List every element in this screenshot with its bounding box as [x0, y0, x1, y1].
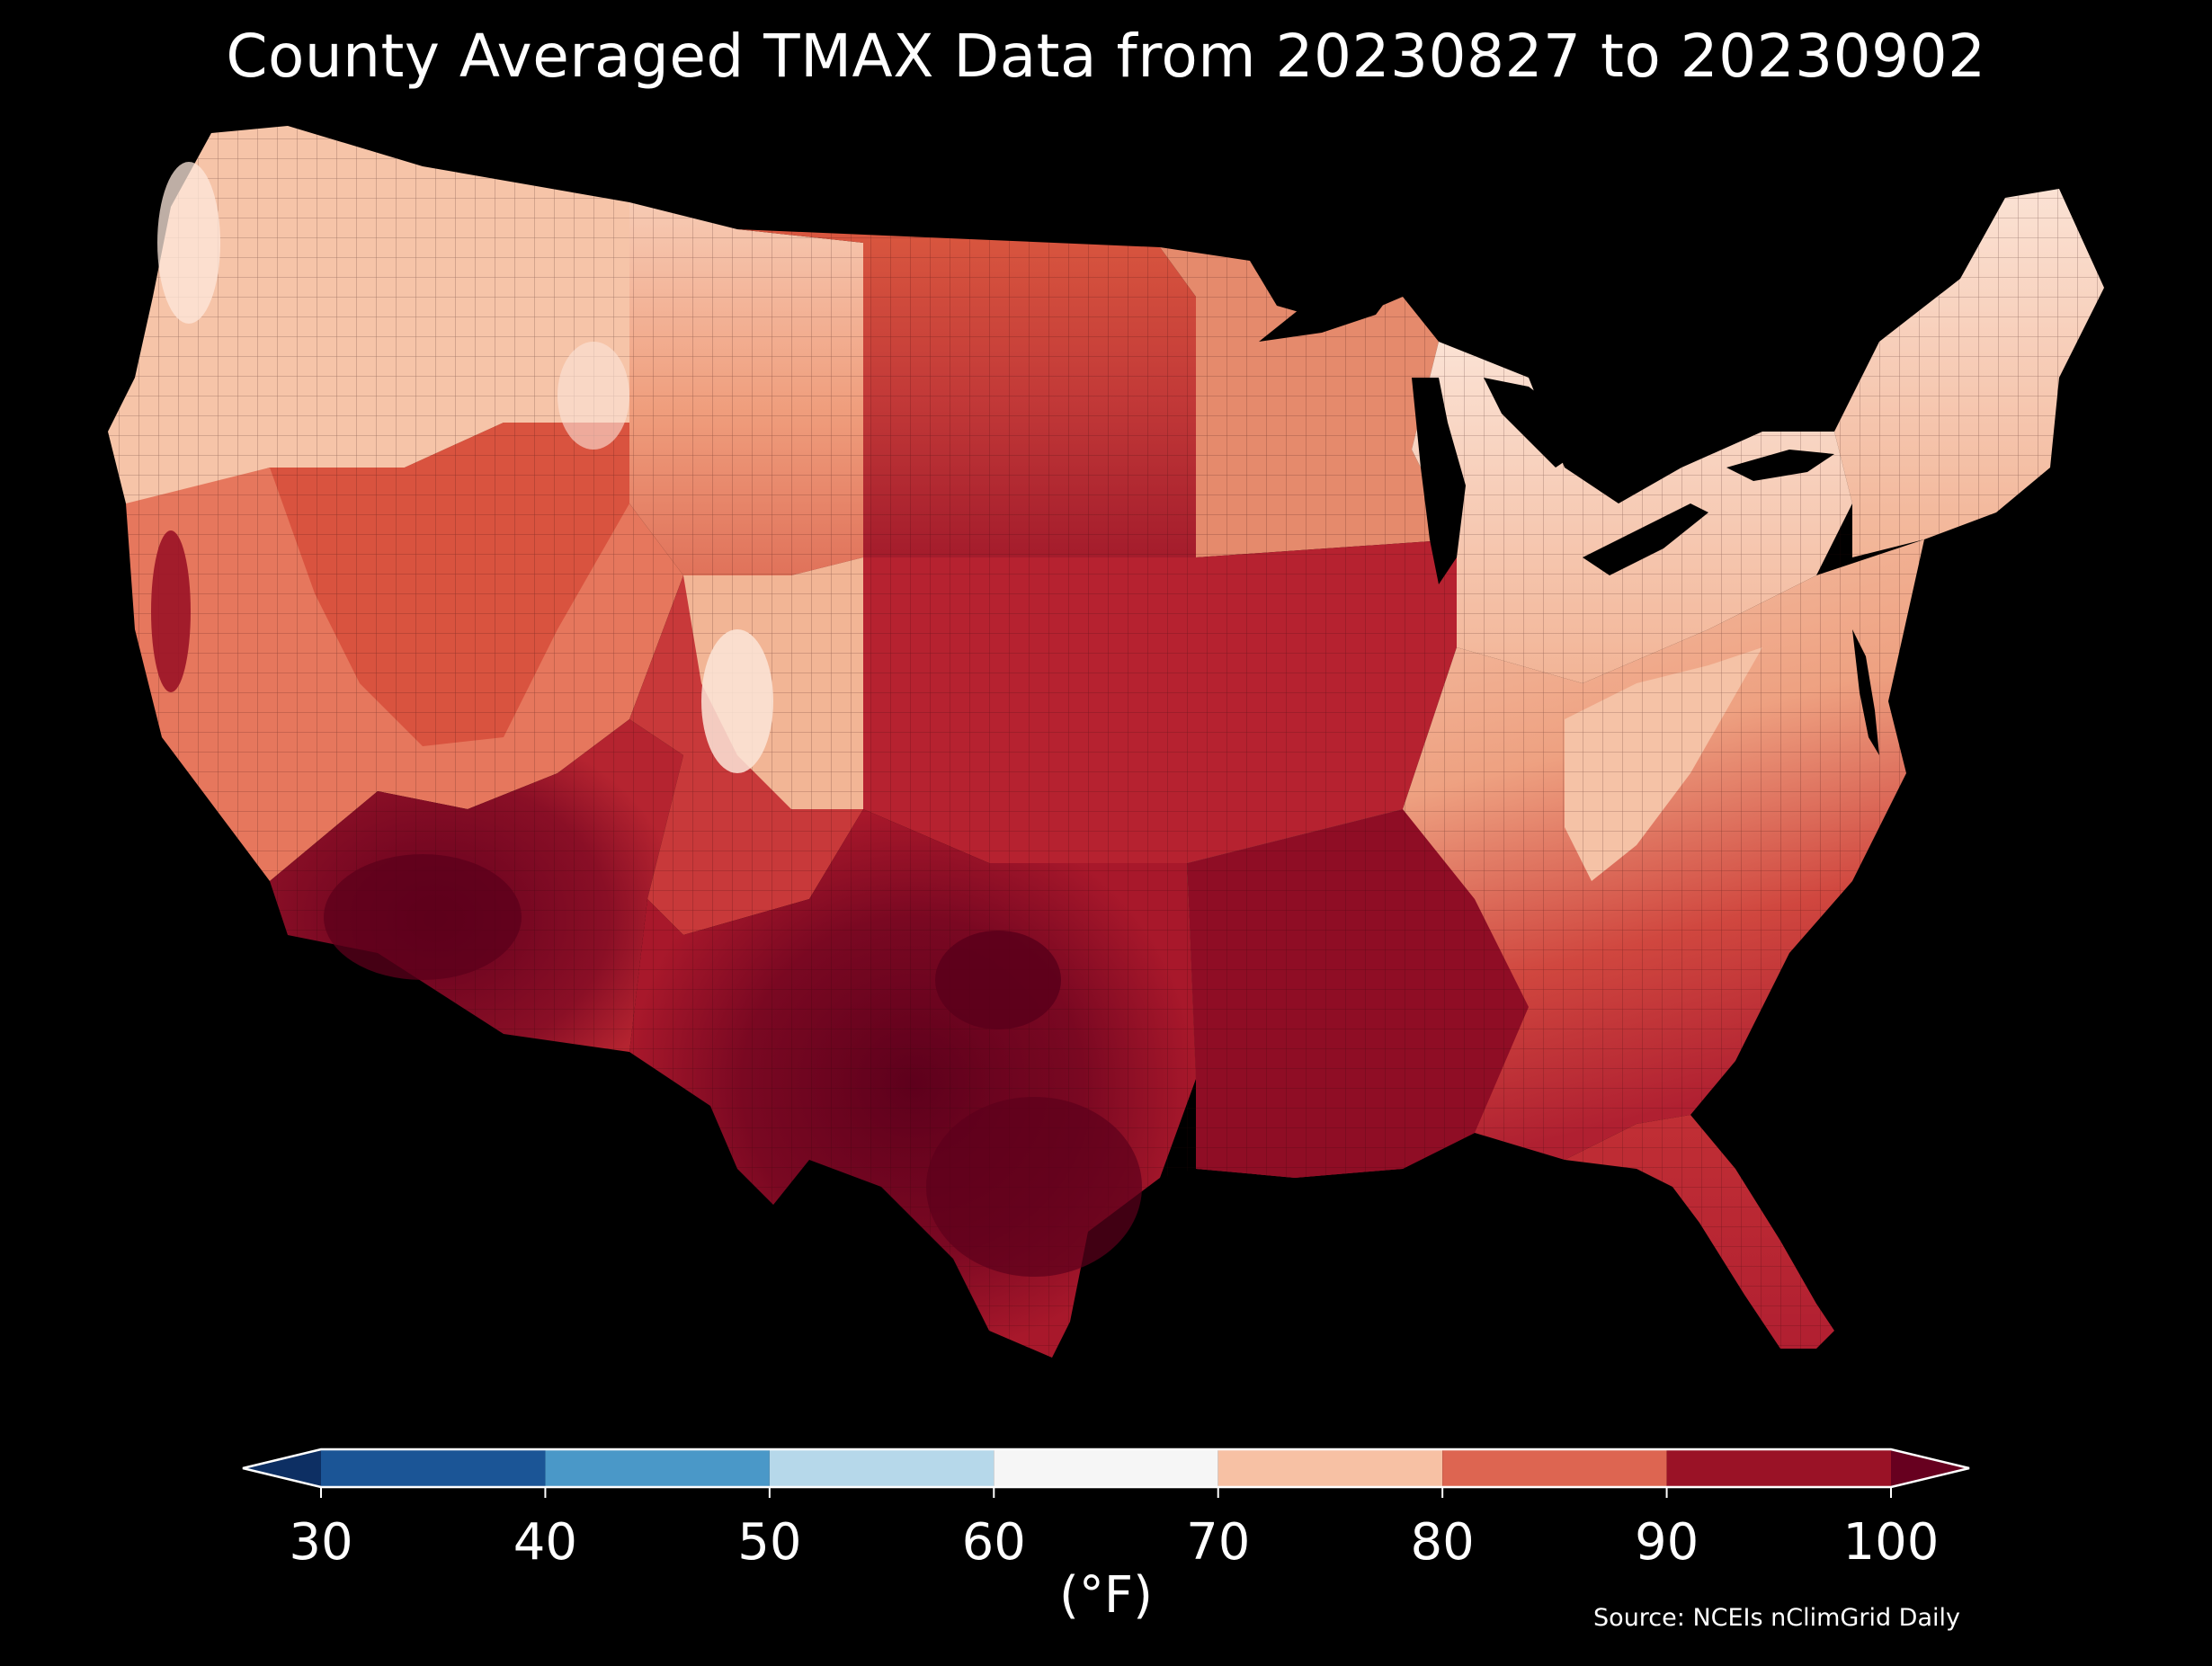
lake-michigan — [1412, 378, 1466, 584]
lake-ontario — [1726, 450, 1834, 481]
colorbar-tick-label: 70 — [1186, 1513, 1250, 1572]
map-title: County Averaged TMAX Data from 20230827 … — [226, 22, 1986, 91]
colorbar-tick-label: 40 — [513, 1513, 577, 1572]
colorbar-tick-label: 50 — [737, 1513, 801, 1572]
hotspot-central-valley — [151, 530, 191, 692]
colorbar-bin-60-70 — [994, 1449, 1218, 1487]
colorbar-tick-label: 100 — [1843, 1513, 1940, 1572]
colorbar-tick-label: 90 — [1635, 1513, 1699, 1572]
colorbar-tick-label: 30 — [289, 1513, 352, 1572]
coolspot-wasatch — [701, 629, 773, 773]
colorbar-bin-30-40 — [321, 1449, 546, 1487]
colorbar-bin-90-100 — [1666, 1449, 1891, 1487]
colorbar-ticks: 30 40 50 60 70 80 90 100 — [289, 1487, 1939, 1572]
colorbar-under-arrow — [243, 1449, 321, 1487]
colorbar-bin-40-50 — [545, 1449, 770, 1487]
colorbar-bin-80-90 — [1442, 1449, 1667, 1487]
colorbar-bins — [242, 1448, 1970, 1489]
hotspot-north-texas — [935, 931, 1061, 1029]
coolspot-idaho — [557, 342, 629, 450]
lake-erie — [1583, 503, 1708, 575]
source-note: Source: NCEIs nClimGrid Daily — [1593, 1604, 1960, 1632]
chesapeake-bay — [1852, 629, 1879, 755]
temperature-hotspots — [151, 162, 1142, 1277]
lake-superior — [1259, 279, 1403, 342]
coolspot-cascades — [157, 162, 220, 324]
colorbar-tick-label: 80 — [1411, 1513, 1475, 1572]
colorbar-bin-50-60 — [769, 1449, 995, 1487]
colorbar-over-arrow — [1891, 1449, 1969, 1487]
colorbar-bin-70-80 — [1217, 1449, 1443, 1487]
colorbar-tick-label: 60 — [962, 1513, 1026, 1572]
hotspot-arizona — [324, 854, 522, 980]
lake-huron — [1484, 378, 1583, 468]
colorbar-label: (°F) — [1059, 1566, 1153, 1625]
great-lakes-water — [1259, 279, 1879, 755]
hotspot-south-texas — [926, 1097, 1142, 1277]
